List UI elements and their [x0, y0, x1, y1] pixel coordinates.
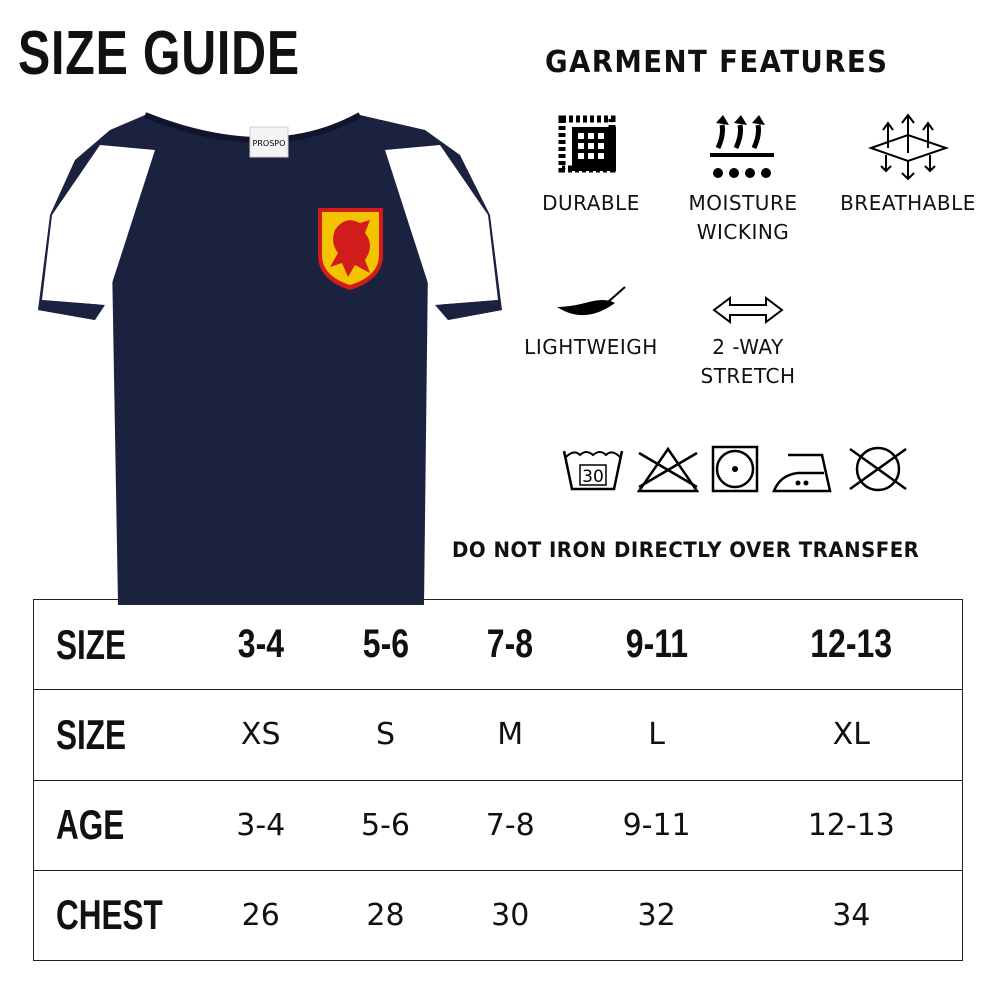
page-title: SIZE GUIDE — [18, 19, 300, 88]
tag-text: PROSPO — [253, 139, 286, 148]
header-cell: 12-13 — [810, 622, 893, 667]
iron-warning: DO NOT IRON DIRECTLY OVER TRANSFER — [452, 538, 920, 562]
feature-moisture-wicking: MOISTURE WICKING — [663, 113, 823, 247]
feature-breathable: BREATHABLE — [828, 113, 988, 218]
crest-icon — [318, 208, 383, 290]
table-row: AGE 3-4 5-6 7-8 9-11 12-13 — [33, 779, 963, 871]
table-cell: 3-4 — [198, 779, 324, 871]
table-cell: 34 — [740, 869, 963, 961]
do-not-bleach-icon — [637, 446, 699, 493]
table-row: CHEST 26 28 30 32 34 — [33, 869, 963, 961]
table-cell: XS — [198, 689, 324, 780]
header-label: SIZE — [56, 620, 127, 668]
header-cell: 3-4 — [237, 622, 284, 667]
row-label: AGE — [56, 801, 125, 849]
two-way-arrow-icon — [712, 296, 784, 324]
table-row: SIZE XS S M L XL — [33, 689, 963, 780]
header-cell: 7-8 — [487, 622, 534, 667]
table-cell: 26 — [198, 869, 324, 961]
table-cell: S — [323, 689, 448, 780]
wash-temp: 30 — [582, 467, 604, 487]
table-cell: 30 — [447, 869, 573, 961]
feather-icon — [557, 286, 626, 316]
feature-label: MOISTURE WICKING — [688, 191, 798, 244]
feature-label: 2 -WAY STRETCH — [700, 335, 796, 388]
tumble-dry-icon — [711, 445, 759, 493]
feature-label: LIGHTWEIGH — [524, 335, 658, 359]
table-cell: M — [447, 689, 573, 780]
feature-label: BREATHABLE — [840, 191, 976, 215]
breathable-icon — [867, 113, 949, 181]
table-cell: 28 — [323, 869, 448, 961]
header-cell: 5-6 — [362, 622, 409, 667]
row-label: SIZE — [56, 710, 127, 758]
moisture-wicking-icon — [710, 115, 774, 178]
size-table: SIZE 3-4 5-6 7-8 9-11 12-13 SIZE XS S M … — [33, 599, 963, 961]
table-header-row: SIZE 3-4 5-6 7-8 9-11 12-13 — [34, 600, 963, 690]
table-cell: 12-13 — [740, 779, 963, 871]
feature-two-way-stretch: 2 -WAY STRETCH — [668, 295, 828, 391]
table-cell: 9-11 — [572, 779, 741, 871]
table-cell: 5-6 — [323, 779, 448, 871]
fabric-mesh-icon — [558, 115, 616, 173]
feature-label: DURABLE — [542, 191, 640, 215]
wash-30-icon: 30 — [562, 450, 624, 491]
header-cell: 9-11 — [625, 622, 688, 667]
feature-durable: DURABLE — [511, 113, 671, 218]
feature-lightweight: LIGHTWEIGH — [511, 285, 671, 362]
table-cell: L — [572, 689, 741, 780]
tshirt-image: PROSPO — [38, 112, 502, 605]
features-title: GARMENT FEATURES — [545, 45, 889, 80]
table-cell: 32 — [572, 869, 741, 961]
table-cell: 7-8 — [447, 779, 573, 871]
iron-low-icon — [772, 453, 832, 493]
row-label: CHEST — [56, 891, 163, 939]
do-not-dry-clean-icon — [849, 446, 907, 492]
table-cell: XL — [740, 689, 963, 780]
